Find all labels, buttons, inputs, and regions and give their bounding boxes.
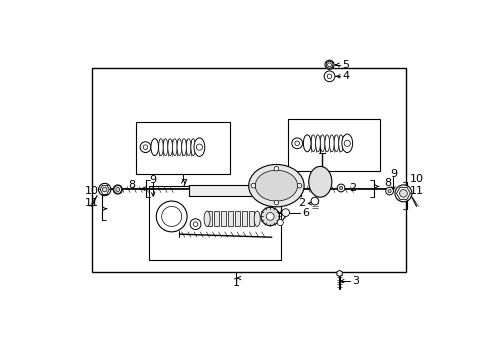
Ellipse shape: [310, 135, 315, 152]
Circle shape: [250, 183, 255, 188]
Text: 4: 4: [342, 71, 349, 81]
Ellipse shape: [320, 135, 324, 152]
Bar: [234, 211, 240, 226]
Circle shape: [99, 183, 111, 195]
Ellipse shape: [248, 165, 304, 207]
Circle shape: [344, 140, 349, 147]
Circle shape: [291, 138, 302, 149]
Circle shape: [277, 220, 283, 226]
Circle shape: [193, 222, 198, 226]
Circle shape: [385, 187, 393, 195]
Bar: [227, 211, 233, 226]
Text: 10: 10: [409, 174, 423, 184]
Text: 7: 7: [179, 179, 186, 189]
Ellipse shape: [329, 135, 333, 152]
Text: 1: 1: [232, 278, 240, 288]
Ellipse shape: [163, 139, 167, 156]
Ellipse shape: [167, 139, 172, 156]
Circle shape: [394, 185, 411, 202]
Circle shape: [294, 141, 299, 145]
Ellipse shape: [203, 211, 210, 226]
Circle shape: [140, 142, 151, 153]
Circle shape: [326, 74, 331, 78]
Text: 8: 8: [128, 180, 135, 190]
Ellipse shape: [172, 139, 177, 156]
Text: 2: 2: [297, 198, 305, 208]
Bar: [221, 211, 226, 226]
Text: 8: 8: [384, 178, 390, 188]
Ellipse shape: [261, 207, 279, 226]
Circle shape: [156, 201, 187, 232]
Ellipse shape: [151, 139, 158, 156]
Ellipse shape: [341, 134, 352, 153]
Text: 6: 6: [301, 208, 308, 217]
Text: 5: 5: [342, 60, 349, 70]
Ellipse shape: [324, 135, 329, 152]
Bar: [241, 211, 246, 226]
Text: 2: 2: [349, 183, 356, 193]
Ellipse shape: [315, 135, 320, 152]
Bar: [148, 186, 281, 260]
Ellipse shape: [194, 138, 204, 156]
Circle shape: [327, 63, 331, 67]
Circle shape: [297, 183, 301, 188]
Bar: [214, 211, 219, 226]
Text: 7: 7: [323, 176, 330, 186]
Ellipse shape: [158, 139, 163, 156]
Circle shape: [387, 189, 390, 193]
Circle shape: [113, 185, 122, 194]
Bar: [136, 122, 230, 174]
Bar: [91, 68, 405, 272]
Bar: [189, 185, 301, 195]
Circle shape: [324, 60, 333, 69]
Bar: [248, 211, 254, 226]
Circle shape: [339, 186, 342, 189]
Text: 9: 9: [149, 175, 157, 185]
Circle shape: [274, 166, 278, 171]
Text: 11: 11: [85, 198, 99, 208]
Ellipse shape: [338, 135, 343, 152]
Bar: [207, 211, 212, 226]
Circle shape: [274, 200, 278, 205]
Bar: [287, 119, 380, 171]
Ellipse shape: [177, 139, 182, 156]
Circle shape: [337, 184, 344, 192]
Text: 9: 9: [389, 169, 396, 179]
Circle shape: [116, 188, 120, 192]
Text: 3: 3: [352, 276, 359, 286]
Circle shape: [310, 197, 318, 205]
Text: 11: 11: [409, 186, 423, 196]
Ellipse shape: [303, 135, 310, 152]
Circle shape: [143, 145, 147, 149]
Circle shape: [399, 189, 407, 197]
Circle shape: [102, 187, 107, 192]
Ellipse shape: [255, 170, 297, 201]
Ellipse shape: [182, 139, 186, 156]
Ellipse shape: [254, 211, 260, 226]
Ellipse shape: [333, 135, 338, 152]
Circle shape: [196, 144, 202, 150]
Ellipse shape: [190, 139, 195, 156]
Text: 10: 10: [85, 186, 99, 196]
Circle shape: [281, 209, 289, 216]
Circle shape: [266, 213, 274, 220]
Circle shape: [190, 219, 201, 230]
Ellipse shape: [186, 139, 190, 156]
Ellipse shape: [308, 166, 331, 197]
Circle shape: [324, 71, 334, 82]
Circle shape: [162, 206, 182, 226]
